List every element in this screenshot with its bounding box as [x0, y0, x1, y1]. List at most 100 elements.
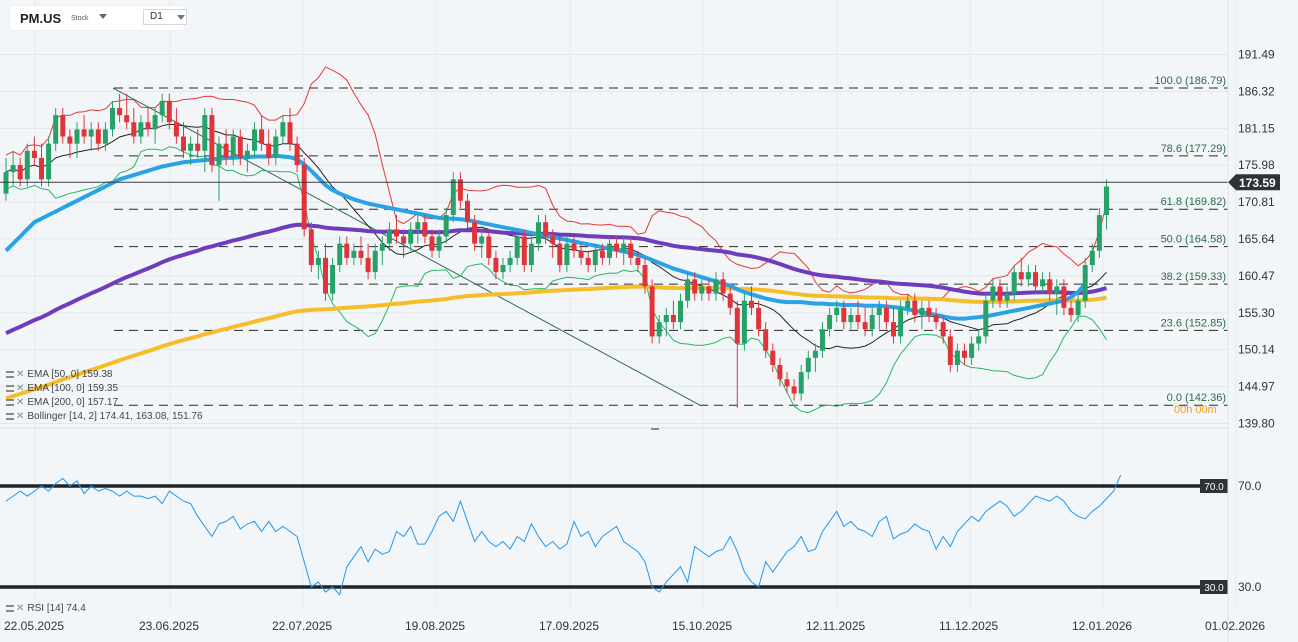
candle[interactable] [550, 229, 556, 258]
candle[interactable] [805, 350, 811, 380]
candle[interactable] [294, 136, 300, 173]
candle[interactable] [181, 122, 186, 158]
candle[interactable] [145, 107, 151, 137]
candle[interactable] [24, 143, 30, 187]
legend-bollinger[interactable]: ✕ Bollinger [14, 2] 174.41, 163.08, 151.7… [6, 411, 203, 422]
candle[interactable] [862, 307, 868, 337]
candle[interactable] [621, 236, 627, 266]
candle[interactable] [266, 129, 272, 166]
candle[interactable] [777, 357, 783, 387]
candle[interactable] [1040, 272, 1046, 294]
candle[interactable] [763, 322, 769, 358]
candle[interactable] [337, 236, 343, 273]
candle[interactable] [365, 243, 371, 280]
candle[interactable] [997, 279, 1003, 308]
candle[interactable] [394, 215, 399, 244]
candle[interactable] [301, 157, 307, 237]
candle[interactable] [81, 115, 87, 144]
close-icon[interactable]: ✕ [16, 603, 25, 614]
candle[interactable] [372, 243, 378, 280]
candle[interactable] [237, 129, 243, 166]
candle[interactable] [912, 293, 918, 323]
candle[interactable] [280, 115, 286, 144]
candle[interactable] [741, 293, 747, 351]
candle[interactable] [649, 279, 655, 344]
candle[interactable] [1096, 207, 1102, 258]
candle[interactable] [678, 293, 683, 330]
candle[interactable] [564, 236, 570, 273]
candle[interactable] [812, 343, 818, 373]
candle[interactable] [685, 272, 691, 308]
candle[interactable] [88, 122, 94, 151]
symbol-dropdown-chevron-down-icon[interactable] [99, 14, 107, 19]
candle[interactable] [1082, 257, 1088, 308]
candle[interactable] [493, 250, 499, 280]
candle[interactable] [947, 329, 953, 373]
legend-rsi[interactable]: ✕ RSI [14] 74.4 [6, 603, 86, 614]
candle[interactable] [756, 300, 762, 337]
candle[interactable] [173, 107, 179, 144]
candle[interactable] [138, 115, 144, 144]
legend-ema200[interactable]: ✕ EMA [200, 0] 157.17 [6, 397, 118, 408]
candle[interactable] [628, 236, 634, 266]
candle[interactable] [330, 257, 336, 301]
candle[interactable] [891, 307, 896, 344]
candle[interactable] [663, 307, 669, 337]
close-icon[interactable]: ✕ [16, 411, 25, 422]
candle[interactable] [855, 300, 861, 330]
candle[interactable] [465, 193, 470, 230]
candle[interactable] [351, 243, 357, 266]
candle[interactable] [528, 236, 534, 273]
candle[interactable] [110, 100, 115, 137]
candle[interactable] [287, 107, 293, 151]
candle[interactable] [17, 157, 23, 187]
candle[interactable] [401, 229, 407, 258]
candle[interactable] [734, 300, 740, 408]
settings-icon[interactable] [6, 384, 14, 392]
candle[interactable] [209, 107, 215, 173]
legend-ema100[interactable]: ✕ EMA [100, 0] 159.35 [6, 383, 118, 394]
close-icon[interactable]: ✕ [16, 383, 25, 394]
candle[interactable] [976, 329, 982, 351]
candle[interactable] [415, 215, 421, 244]
candle[interactable] [1011, 265, 1017, 301]
candle[interactable] [230, 129, 236, 166]
candle[interactable] [479, 229, 485, 258]
candle[interactable] [926, 300, 932, 323]
candle[interactable] [954, 343, 960, 373]
candle[interactable] [46, 136, 52, 187]
candle[interactable] [315, 250, 321, 280]
candle[interactable] [585, 250, 591, 273]
candle[interactable] [848, 307, 854, 330]
candle[interactable] [131, 107, 137, 144]
candle[interactable] [713, 272, 719, 301]
candle[interactable] [990, 279, 996, 308]
legend-ema50[interactable]: ✕ EMA [50, 0] 159.38 [6, 369, 112, 380]
candle[interactable] [308, 222, 314, 273]
candle[interactable] [386, 222, 392, 251]
candle[interactable] [1075, 293, 1081, 323]
candle[interactable] [436, 229, 442, 258]
candle[interactable] [578, 243, 584, 266]
candle[interactable] [10, 150, 16, 187]
candle[interactable] [692, 272, 698, 301]
candle[interactable] [1025, 265, 1031, 287]
candle[interactable] [124, 93, 130, 130]
candle[interactable] [273, 129, 279, 166]
candle[interactable] [869, 307, 875, 337]
candle[interactable] [521, 229, 527, 273]
candle[interactable] [784, 372, 790, 394]
candle[interactable] [727, 286, 733, 315]
candle[interactable] [95, 122, 101, 151]
candle[interactable] [919, 300, 925, 330]
close-icon[interactable]: ✕ [16, 397, 25, 408]
candle[interactable] [720, 272, 726, 301]
candle[interactable] [3, 157, 9, 201]
candle[interactable] [67, 129, 73, 158]
candle[interactable] [940, 314, 946, 344]
candle[interactable] [188, 136, 194, 166]
candle[interactable] [770, 343, 776, 373]
candle[interactable] [74, 122, 80, 158]
candle[interactable] [358, 236, 364, 266]
candle[interactable] [472, 215, 478, 251]
